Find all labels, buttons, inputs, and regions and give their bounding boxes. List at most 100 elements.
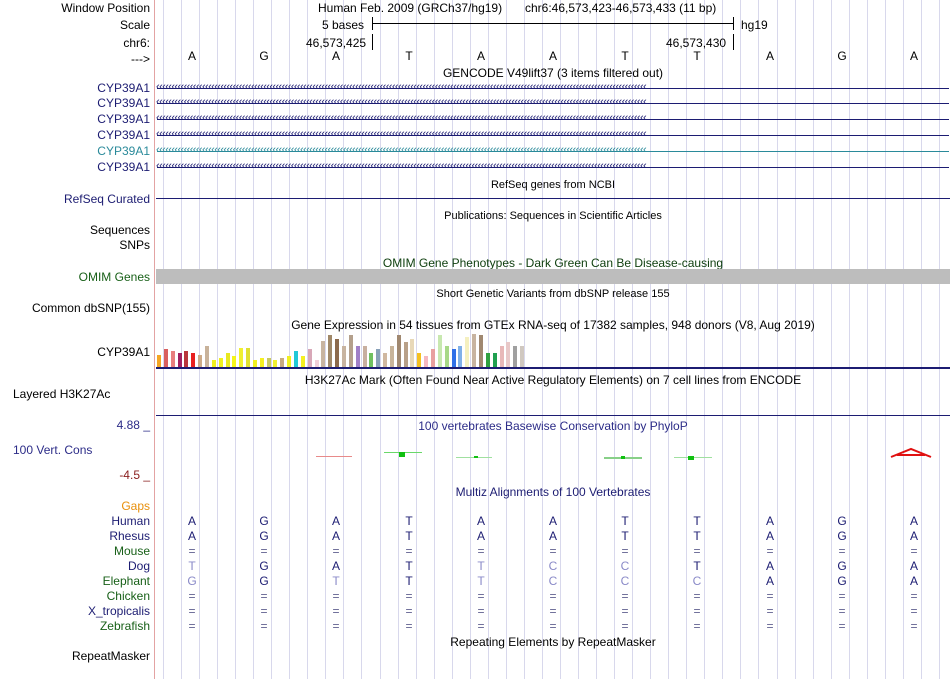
- aligned-base: =: [188, 544, 196, 558]
- dbsnp-track-title: Short Genetic Variants from dbSNP releas…: [436, 288, 670, 300]
- gtex-tissue-bar[interactable]: [170, 351, 175, 367]
- gtex-tissue-bar[interactable]: [287, 356, 292, 367]
- gtex-tissue-bar[interactable]: [321, 341, 326, 367]
- phylop-min-label: -4.5 _: [119, 468, 150, 482]
- aligned-base: =: [621, 619, 629, 633]
- gtex-tissue-bar[interactable]: [184, 351, 189, 367]
- h3k27ac-track-label[interactable]: Layered H3K27Ac: [13, 387, 111, 401]
- gtex-tissue-bar[interactable]: [369, 353, 374, 367]
- gtex-tissue-bar[interactable]: [314, 360, 319, 367]
- sequences-track-label[interactable]: Sequences: [89, 223, 150, 237]
- gtex-tissue-bar[interactable]: [307, 349, 312, 367]
- gene-label-6[interactable]: CYP39A1: [97, 160, 150, 174]
- gtex-tissue-bar[interactable]: [163, 349, 168, 367]
- gtex-tissue-bar[interactable]: [266, 358, 271, 367]
- gtex-tissue-bar[interactable]: [211, 360, 216, 367]
- position-tick-label-right: 46,573,430: [666, 36, 727, 50]
- gtex-tissue-bar[interactable]: [294, 351, 298, 367]
- gtex-tissue-bar[interactable]: [424, 356, 429, 367]
- gtex-tissue-bar[interactable]: [191, 353, 196, 367]
- aligned-base: =: [838, 544, 846, 558]
- gtex-tissue-bar[interactable]: [252, 360, 257, 367]
- gtex-tissue-bar[interactable]: [300, 356, 305, 367]
- gtex-tissue-bar[interactable]: [396, 335, 401, 367]
- gtex-tissue-bar[interactable]: [335, 339, 340, 367]
- gtex-tissue-bar[interactable]: [273, 360, 278, 367]
- dbsnp-track-label[interactable]: Common dbSNP(155): [31, 301, 150, 315]
- grid-line: [199, 0, 200, 679]
- gtex-tissue-bar[interactable]: [157, 355, 161, 367]
- gtex-tissue-bar[interactable]: [239, 348, 244, 367]
- gene-label-1[interactable]: CYP39A1: [97, 81, 150, 95]
- gtex-tissue-bar[interactable]: [341, 346, 346, 367]
- gtex-tissue-bar[interactable]: [355, 346, 360, 367]
- gtex-tissue-bar[interactable]: [362, 346, 367, 367]
- gtex-tissue-bar[interactable]: [328, 335, 333, 367]
- gtex-tissue-bar[interactable]: [177, 353, 182, 367]
- snps-track-label[interactable]: SNPs: [119, 238, 150, 252]
- gene-label-3[interactable]: CYP39A1: [97, 112, 150, 126]
- gtex-tissue-bar[interactable]: [225, 353, 230, 367]
- aligned-base: =: [549, 544, 557, 558]
- gtex-tissue-bar[interactable]: [403, 342, 408, 367]
- species-dog-label: Dog: [127, 559, 150, 573]
- gene-label-4[interactable]: CYP39A1: [97, 128, 150, 142]
- grid-line: [596, 0, 597, 679]
- gtex-tissue-bar[interactable]: [410, 339, 415, 367]
- gene-model-line[interactable]: [157, 167, 949, 168]
- gtex-tissue-bar[interactable]: [198, 355, 203, 367]
- grid-line: [921, 0, 922, 679]
- gtex-tissue-bar[interactable]: [506, 342, 511, 367]
- gtex-tissue-bar[interactable]: [458, 346, 463, 367]
- gene-model-line[interactable]: [157, 135, 949, 136]
- genome-browser-image[interactable]: Human Feb. 2009 (GRCh37/hg19) chr6:46,57…: [156, 0, 950, 679]
- gtex-tissue-bar[interactable]: [485, 353, 490, 367]
- gtex-tissue-bar[interactable]: [389, 346, 394, 367]
- species-xtropicalis-label: X_tropicalis: [87, 604, 150, 618]
- gtex-tissue-bar[interactable]: [259, 358, 264, 367]
- gtex-tissue-bar[interactable]: [431, 349, 435, 367]
- track-labels-panel: Window Position Scale chr6: ---> CYP39A1…: [0, 0, 155, 679]
- refseq-track-label[interactable]: RefSeq Curated: [63, 192, 150, 206]
- gene-label-2[interactable]: CYP39A1: [97, 96, 150, 110]
- gtex-tissue-bar[interactable]: [232, 356, 237, 367]
- phylop-track-label[interactable]: 100 Vert. Cons: [13, 443, 93, 457]
- refseq-gene-line[interactable]: [156, 198, 950, 199]
- gene-model-line[interactable]: [157, 88, 949, 89]
- gtex-gene-label[interactable]: CYP39A1: [97, 345, 150, 359]
- grid-line: [253, 0, 254, 679]
- gene-model-line[interactable]: [157, 103, 949, 104]
- grid-line: [885, 0, 886, 679]
- reference-base: T: [405, 49, 413, 63]
- gtex-tissue-bar[interactable]: [246, 348, 250, 367]
- aligned-base: =: [188, 604, 196, 618]
- gtex-tissue-bar[interactable]: [513, 346, 518, 367]
- gtex-tissue-bar[interactable]: [280, 358, 285, 367]
- omim-track-label[interactable]: OMIM Genes: [78, 270, 150, 284]
- gtex-tissue-bar[interactable]: [499, 346, 504, 367]
- gtex-tissue-bar[interactable]: [218, 358, 223, 367]
- omim-gene-bar[interactable]: [156, 269, 950, 284]
- gtex-tissue-bar[interactable]: [376, 349, 381, 367]
- gtex-tissue-bar[interactable]: [383, 353, 387, 367]
- grid-line: [795, 0, 796, 679]
- gtex-tissue-bar[interactable]: [472, 334, 477, 367]
- gtex-tissue-bar[interactable]: [348, 335, 353, 367]
- gtex-tissue-bar[interactable]: [478, 335, 483, 367]
- gene-model-line[interactable]: [157, 119, 949, 120]
- gene-model-line[interactable]: [157, 151, 949, 152]
- aligned-base: A: [765, 529, 774, 543]
- aligned-base: =: [260, 544, 268, 558]
- gtex-tissue-bar[interactable]: [444, 346, 449, 367]
- gtex-tissue-bar[interactable]: [465, 337, 470, 367]
- gtex-tissue-bar[interactable]: [204, 346, 209, 367]
- gtex-tissue-bar[interactable]: [417, 353, 422, 367]
- aligned-base: =: [332, 589, 340, 603]
- gtex-tissue-bar[interactable]: [451, 349, 456, 367]
- repeatmasker-track-label[interactable]: RepeatMasker: [71, 649, 150, 663]
- gene-label-5[interactable]: CYP39A1: [97, 144, 150, 158]
- gtex-tissue-bar[interactable]: [492, 353, 497, 367]
- gtex-tissue-bar[interactable]: [437, 335, 442, 367]
- reference-base: G: [259, 49, 269, 63]
- gtex-tissue-bar[interactable]: [520, 346, 524, 367]
